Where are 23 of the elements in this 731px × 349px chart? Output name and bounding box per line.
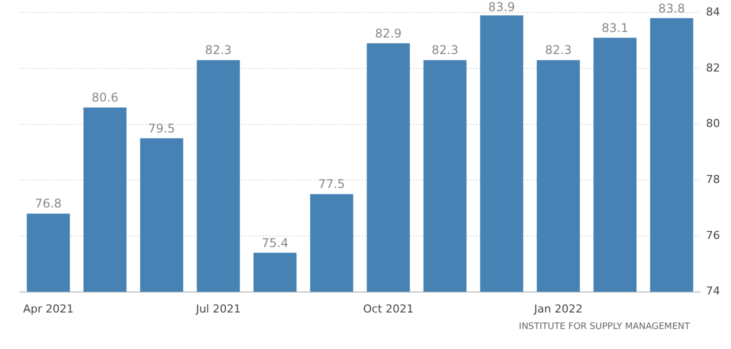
- y-tick-label: 74: [706, 284, 720, 298]
- data-label: 77.5: [318, 177, 346, 192]
- x-tick-label: Jul 2021: [194, 302, 241, 316]
- y-tick-label: 80: [706, 117, 720, 130]
- data-label: 80.6: [92, 90, 118, 105]
- data-label: 83.8: [658, 1, 686, 16]
- data-label: 82.3: [544, 43, 572, 58]
- x-tick-label: Oct 2021: [363, 302, 414, 316]
- y-tick-label: 78: [706, 172, 720, 186]
- data-label: 82.9: [374, 26, 402, 40]
- data-label: 79.5: [148, 121, 176, 136]
- data-label: 76.8: [34, 196, 62, 211]
- data-label: 83.1: [602, 20, 628, 35]
- text: INSTITUTE FOR SUPPLY MANAGEMENT: [518, 322, 690, 332]
- y-tick-label: 82: [706, 61, 720, 74]
- data-label: 82.3: [204, 43, 232, 58]
- x-tick-label: Jan 2022: [533, 302, 583, 316]
- data-label: 83.9: [488, 0, 516, 14]
- x-tick-label: Apr 2021: [23, 302, 74, 316]
- data-label: 82.3: [432, 43, 458, 58]
- y-tick-label: 84: [706, 5, 720, 18]
- y-tick-label: 76: [706, 228, 720, 242]
- data-label: 75.4: [262, 236, 288, 250]
